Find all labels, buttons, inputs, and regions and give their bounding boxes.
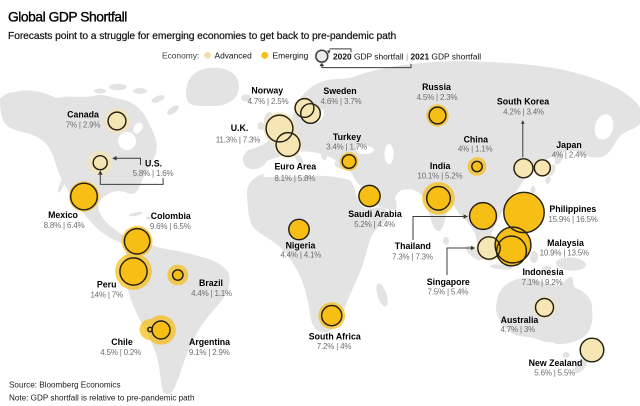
svg-text:5.2% | 4.4%: 5.2% | 4.4%: [354, 220, 395, 229]
svg-text:4% | 2.4%: 4% | 2.4%: [552, 150, 587, 159]
svg-text:4.7% | 3%: 4.7% | 3%: [501, 325, 536, 334]
svg-text:3.4% | 1.7%: 3.4% | 1.7%: [326, 143, 367, 152]
svg-text:Argentina: Argentina: [189, 337, 230, 347]
svg-text:Note: GDP shortfall is relativ: Note: GDP shortfall is relative to pre-p…: [9, 393, 194, 402]
svg-text:7.3% | 7.3%: 7.3% | 7.3%: [392, 253, 433, 262]
svg-text:Singapore: Singapore: [427, 277, 470, 287]
svg-text:8.1% | 5.8%: 8.1% | 5.8%: [274, 174, 315, 183]
svg-text:Economy:: Economy:: [162, 50, 199, 60]
svg-text:Advanced: Advanced: [215, 50, 253, 60]
svg-text:7.1% | 9.2%: 7.1% | 9.2%: [522, 278, 563, 287]
svg-text:Turkey: Turkey: [333, 132, 361, 142]
svg-text:8.8% | 6.4%: 8.8% | 6.4%: [44, 221, 85, 230]
svg-text:7.2% | 4%: 7.2% | 4%: [317, 342, 352, 351]
svg-text:Chile: Chile: [111, 337, 133, 347]
svg-text:9.1% | 2.9%: 9.1% | 2.9%: [189, 348, 230, 357]
svg-text:11.3% | 7.3%: 11.3% | 7.3%: [216, 135, 261, 144]
svg-text:South Korea: South Korea: [497, 97, 549, 107]
svg-text:Forecasts point to a struggle: Forecasts point to a struggle for emergi…: [8, 31, 397, 42]
svg-text:Nigeria: Nigeria: [286, 240, 316, 250]
svg-text:Norway: Norway: [251, 86, 283, 96]
svg-text:U.S.: U.S.: [145, 158, 162, 168]
svg-text:7.5% | 5.4%: 7.5% | 5.4%: [428, 288, 469, 297]
svg-text:Source: Bloomberg Economics: Source: Bloomberg Economics: [9, 380, 121, 389]
svg-text:7% | 2.9%: 7% | 2.9%: [66, 120, 101, 129]
svg-text:15.9% | 16.5%: 15.9% | 16.5%: [548, 215, 597, 224]
svg-text:4% | 1.1%: 4% | 1.1%: [458, 144, 493, 153]
svg-text:Emerging: Emerging: [273, 50, 309, 60]
svg-text:4.4% | 1.1%: 4.4% | 1.1%: [191, 289, 232, 298]
svg-text:Brazil: Brazil: [199, 278, 223, 288]
svg-text:Colombia: Colombia: [151, 211, 191, 221]
svg-text:Sweden: Sweden: [323, 86, 356, 96]
svg-text:10.1% | 5.2%: 10.1% | 5.2%: [417, 171, 462, 180]
svg-text:Euro Area: Euro Area: [274, 161, 316, 171]
svg-text:Global GDP Shortfall: Global GDP Shortfall: [8, 10, 127, 25]
svg-text:Thailand: Thailand: [395, 241, 431, 251]
svg-text:India: India: [430, 161, 451, 171]
svg-text:Indonesia: Indonesia: [522, 267, 563, 277]
svg-text:Saudi Arabia: Saudi Arabia: [348, 209, 402, 219]
svg-text:14% | 7%: 14% | 7%: [90, 291, 123, 300]
svg-text:4.2% | 3.4%: 4.2% | 3.4%: [503, 107, 544, 116]
svg-text:Australia: Australia: [501, 315, 539, 325]
svg-text:4.5% | 2.3%: 4.5% | 2.3%: [417, 93, 458, 102]
svg-text:China: China: [464, 135, 489, 145]
svg-text:Japan: Japan: [556, 140, 581, 150]
svg-text:10.9% | 13.5%: 10.9% | 13.5%: [540, 249, 589, 258]
svg-text:U.K.: U.K.: [231, 123, 249, 133]
svg-text:Malaysia: Malaysia: [547, 238, 584, 248]
svg-text:Peru: Peru: [97, 280, 117, 290]
svg-text:New Zealand: New Zealand: [529, 358, 583, 368]
svg-text:Russia: Russia: [422, 82, 451, 92]
svg-text:4.6% | 3.7%: 4.6% | 3.7%: [321, 97, 362, 106]
svg-text:5.8% | 1.6%: 5.8% | 1.6%: [133, 169, 174, 178]
svg-text:4.4% | 4.1%: 4.4% | 4.1%: [280, 251, 321, 260]
svg-text:4.7% | 2.5%: 4.7% | 2.5%: [248, 97, 289, 106]
svg-text:Canada: Canada: [67, 110, 99, 120]
svg-text:4.5% | 0.2%: 4.5% | 0.2%: [100, 348, 141, 357]
svg-text:2020 GDP shortfall | 2021 GDP: 2020 GDP shortfall | 2021 GDP shortfall: [333, 51, 481, 61]
svg-text:5.6% | 5.5%: 5.6% | 5.5%: [534, 368, 575, 377]
svg-text:South Africa: South Africa: [309, 331, 361, 341]
svg-text:9.6% | 6.5%: 9.6% | 6.5%: [150, 222, 191, 231]
svg-text:Philippines: Philippines: [549, 204, 596, 214]
svg-text:Mexico: Mexico: [48, 210, 78, 220]
